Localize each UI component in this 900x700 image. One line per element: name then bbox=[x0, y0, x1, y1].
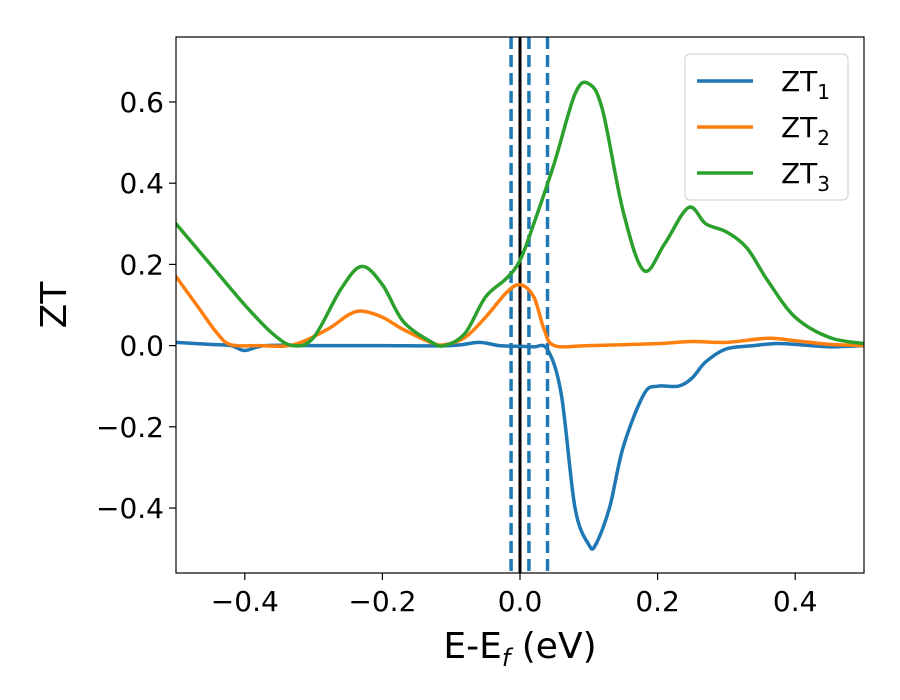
legend-label: ZT1 bbox=[781, 65, 830, 104]
x-tick-label: 0.2 bbox=[635, 585, 680, 618]
legend-label-base: ZT bbox=[781, 65, 818, 98]
legend-label-sub: 3 bbox=[817, 172, 830, 196]
x-axis-label-base: E-E bbox=[443, 626, 501, 667]
y-tick-label: 0.6 bbox=[119, 86, 164, 119]
x-tick-label: 0.0 bbox=[498, 585, 543, 618]
data-series bbox=[176, 80, 864, 551]
x-axis-label: E-Ef (eV) bbox=[443, 626, 596, 672]
legend-label: ZT2 bbox=[781, 111, 830, 150]
x-tick-label: 0.4 bbox=[773, 585, 818, 618]
y-tick-label: −0.2 bbox=[96, 411, 164, 444]
legend-label: ZT3 bbox=[781, 157, 830, 196]
x-axis-label-tail: (eV) bbox=[510, 626, 596, 667]
y-tick-label: 0.0 bbox=[119, 330, 164, 363]
legend-label-sub: 2 bbox=[817, 126, 830, 150]
y-axis-label: ZT bbox=[34, 281, 75, 329]
legend-item-zt3: ZT3 bbox=[697, 157, 830, 196]
series-line-zt2 bbox=[176, 274, 864, 349]
series-line-zt1 bbox=[176, 340, 864, 551]
legend-item-zt2: ZT2 bbox=[697, 111, 830, 150]
legend-label-base: ZT bbox=[781, 157, 818, 190]
series-line-zt3 bbox=[176, 80, 864, 348]
legend-box bbox=[684, 53, 849, 201]
legend-label-sub: 1 bbox=[817, 80, 830, 104]
x-axis-ticks: −0.4 −0.2 0.0 0.2 0.4 bbox=[211, 573, 818, 618]
x-tick-label: −0.4 bbox=[211, 585, 279, 618]
y-axis-ticks: −0.4 −0.2 0.0 0.2 0.4 0.6 bbox=[96, 86, 176, 525]
x-tick-label: −0.2 bbox=[348, 585, 416, 618]
y-tick-label: 0.4 bbox=[119, 167, 164, 200]
y-tick-label: −0.4 bbox=[96, 492, 164, 525]
reference-lines bbox=[509, 37, 550, 573]
y-tick-label: 0.2 bbox=[119, 248, 164, 281]
legend-item-zt1: ZT1 bbox=[697, 65, 830, 104]
legend-label-base: ZT bbox=[781, 111, 818, 144]
